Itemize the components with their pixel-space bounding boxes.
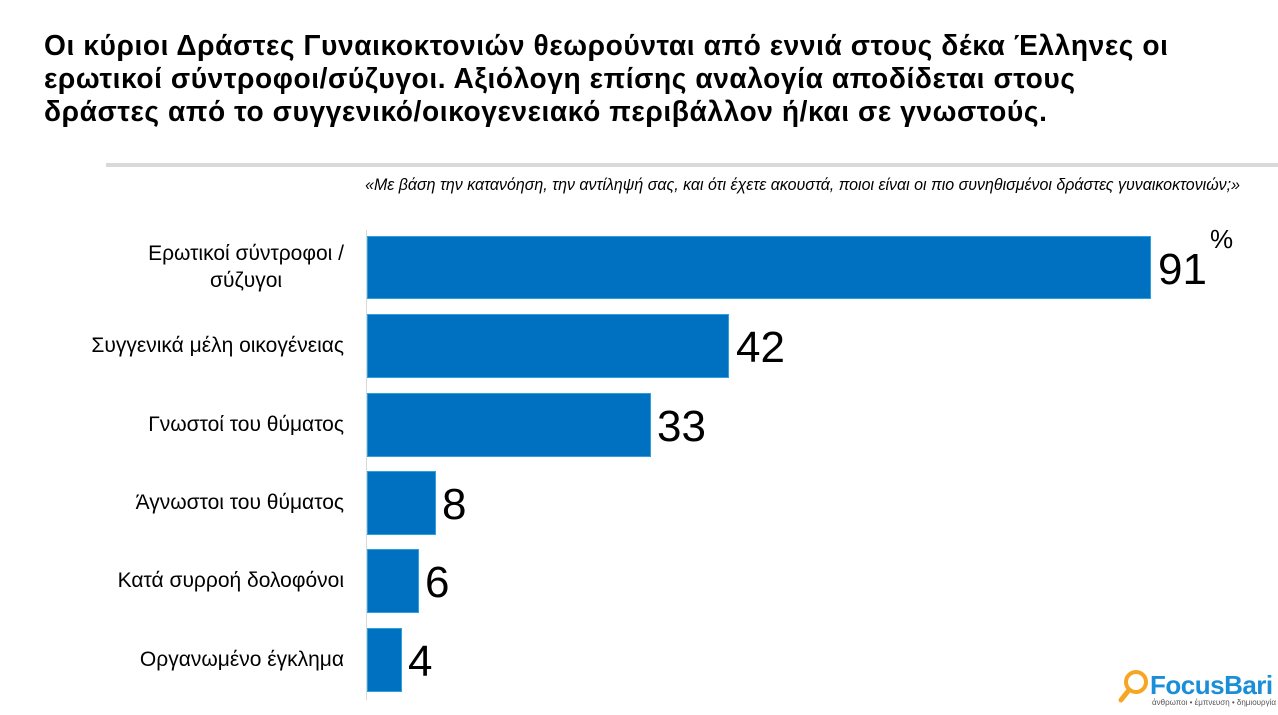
title-line-3: δράστες από το συγγενικό/οικογενειακό πε… xyxy=(44,96,1048,128)
bar-acquaintances xyxy=(367,393,651,457)
category-label: Γνωστοί του θύματος xyxy=(148,413,344,436)
title-line-2: ερωτικοί σύντροφοι/σύζυγοι. Αξιόλογη επί… xyxy=(44,63,1076,95)
title-line-1: Οι κύριοι Δράστες Γυναικοκτονιών θεωρούν… xyxy=(44,30,1169,62)
value-label: 91 xyxy=(1158,245,1207,294)
value-label: 4 xyxy=(408,637,433,686)
focusbari-logo: FocusBari άνθρωποι • έμπνευση • δημιουργ… xyxy=(1118,668,1276,708)
bar-partners xyxy=(367,236,1151,299)
bar-serial-killers xyxy=(367,549,419,613)
category-label: Ερωτικοί σύντροφοι / σύζυγοι xyxy=(148,242,344,292)
value-label: 42 xyxy=(736,323,785,372)
magnifier-icon xyxy=(1118,670,1148,703)
category-label: Συγγενικά μέλη οικογένειας xyxy=(91,334,344,357)
survey-question: «Με βάση την κατανόηση, την αντίληψή σας… xyxy=(365,175,1240,194)
category-label: Κατά συρροή δολοφόνοι xyxy=(117,569,344,592)
value-label: 8 xyxy=(442,480,467,529)
value-label: 33 xyxy=(657,402,706,451)
category-axis xyxy=(366,230,367,700)
category-label: Άγνωστοι του θύματος xyxy=(135,491,344,514)
bar-strangers xyxy=(367,471,436,535)
title-divider xyxy=(106,163,1278,167)
value-label: 6 xyxy=(425,558,450,607)
bar-family-members xyxy=(367,314,729,378)
bar-organized-crime xyxy=(367,628,402,692)
slide-title: Οι κύριοι Δράστες Γυναικοκτονιών θεωρούν… xyxy=(44,30,1237,129)
category-label: Οργανωμένο έγκλημα xyxy=(139,648,344,671)
logo-wordmark: FocusBari xyxy=(1150,670,1273,700)
logo-tagline: άνθρωποι • έμπνευση • δημιουργία xyxy=(1152,698,1276,707)
percent-sign: % xyxy=(1210,224,1234,254)
